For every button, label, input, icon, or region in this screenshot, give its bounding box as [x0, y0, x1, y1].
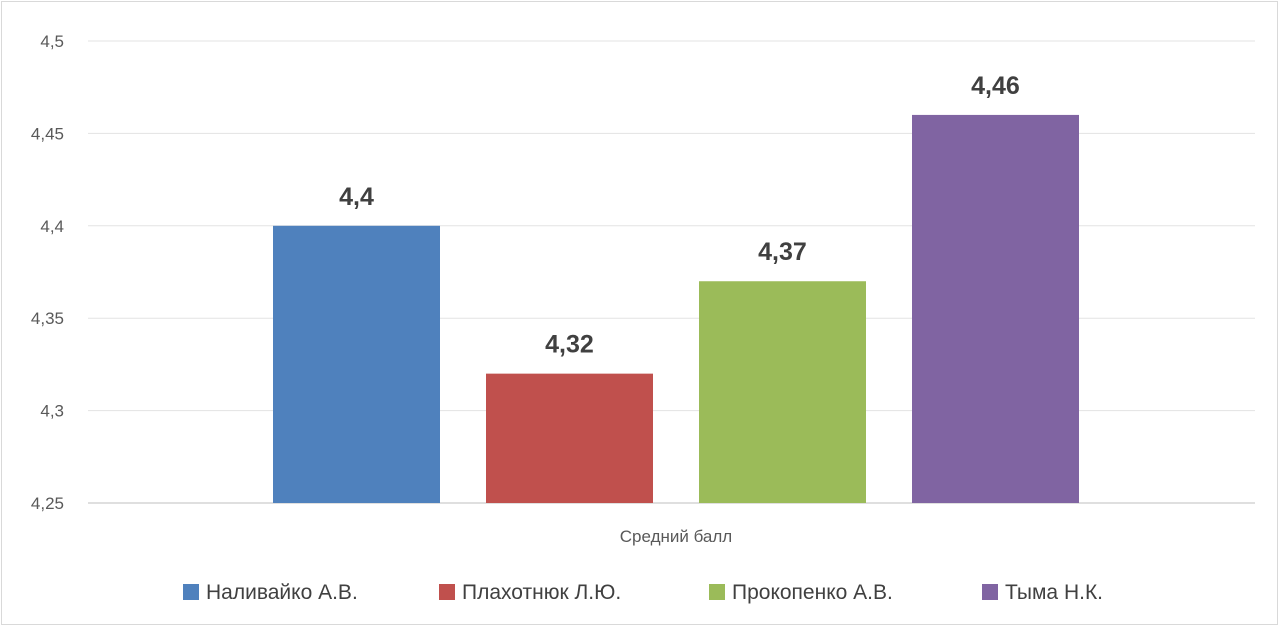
legend-swatch [982, 584, 998, 600]
legend-swatch [183, 584, 199, 600]
bar [699, 281, 866, 503]
y-tick-label: 4,3 [40, 402, 64, 421]
legend-swatch [439, 584, 455, 600]
legend-label: Наливайко А.В. [206, 581, 358, 604]
data-label: 4,37 [758, 238, 807, 266]
legend-swatch [709, 584, 725, 600]
y-tick-label: 4,4 [40, 217, 64, 236]
bar [273, 225, 440, 504]
legend-label: Прокопенко А.В. [732, 581, 893, 604]
legend-label: Плахотнюк Л.Ю. [462, 581, 621, 604]
bar [486, 373, 653, 503]
y-tick-label: 4,5 [40, 32, 64, 51]
y-tick-label: 4,25 [31, 494, 64, 513]
y-tick-label: 4,35 [31, 309, 64, 328]
y-tick-label: 4,45 [31, 124, 64, 143]
data-label: 4,4 [339, 183, 374, 211]
data-label: 4,32 [545, 331, 594, 359]
x-category-label: Средний балл [620, 527, 732, 546]
bar [912, 114, 1079, 504]
data-label: 4,46 [971, 72, 1020, 100]
legend-label: Тыма Н.К. [1005, 581, 1103, 604]
